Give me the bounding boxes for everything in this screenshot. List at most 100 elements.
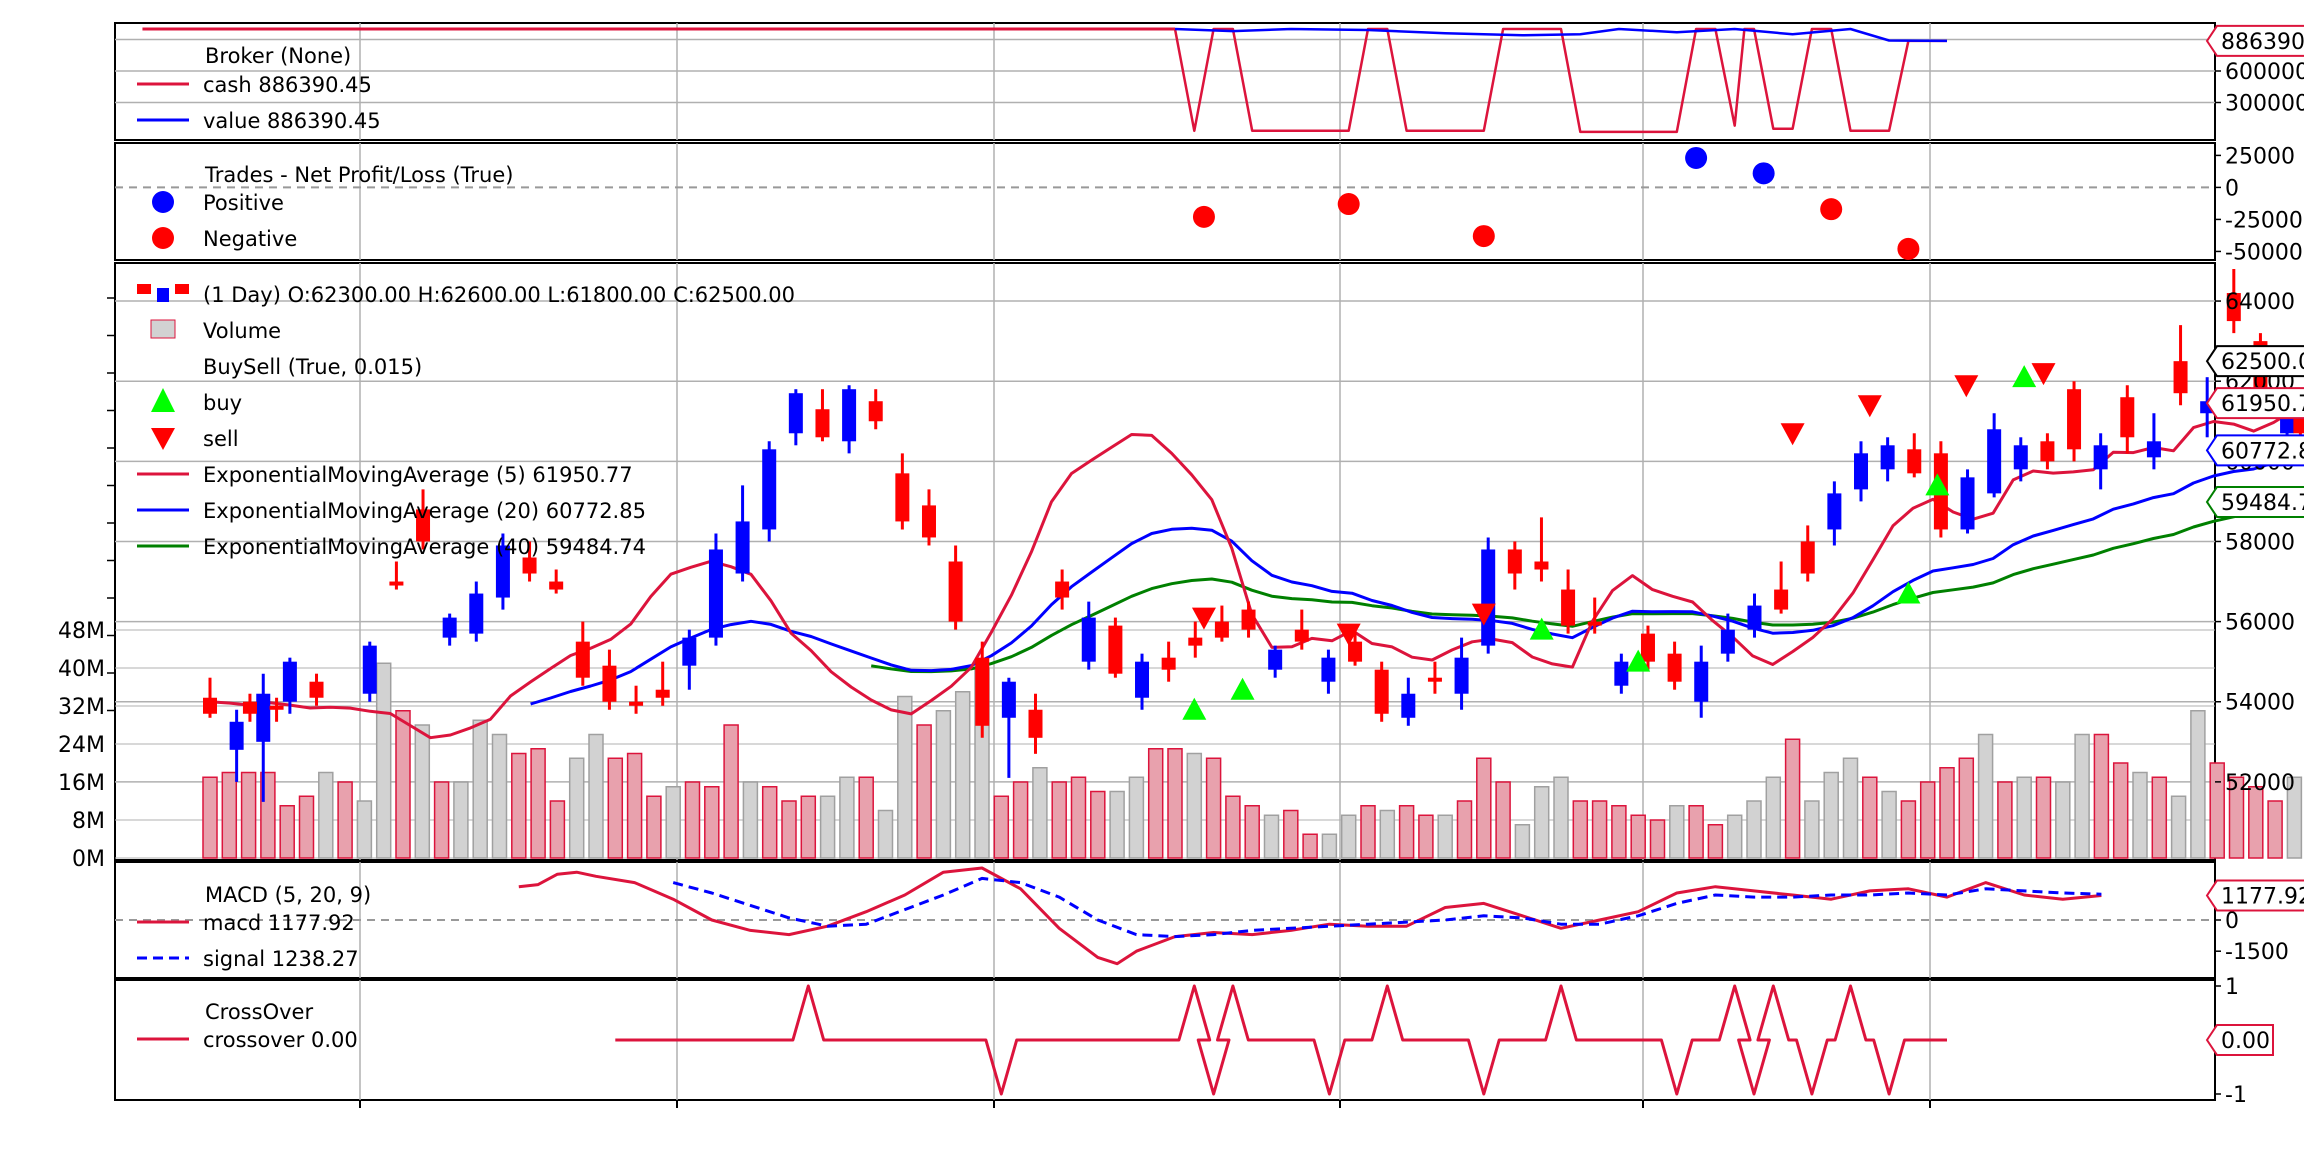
candle-red (1108, 625, 1123, 674)
volume-bar (1881, 790, 1897, 859)
sell-marker (2031, 363, 2056, 386)
volume-bar (549, 800, 566, 859)
macd-axis-tick-label: 0 (2225, 909, 2239, 934)
candle-red (895, 473, 910, 522)
volume-bar (356, 800, 373, 859)
candle-blue (735, 521, 750, 574)
candle-red (389, 581, 404, 586)
volume-bar (2132, 771, 2148, 859)
volume-bar (1862, 776, 1878, 859)
candle-red (1640, 633, 1655, 662)
candle-red (242, 701, 257, 714)
candle-blue (682, 637, 697, 666)
volume-bar (1032, 767, 1048, 859)
candle-blue (1481, 549, 1496, 646)
volume-bar (2093, 733, 2110, 859)
volume-bar (1167, 748, 1183, 859)
candle-red (1214, 621, 1229, 638)
candle-blue (1268, 649, 1283, 670)
volume-bar (1630, 814, 1646, 859)
volume-bar (723, 724, 739, 859)
volume-bar (240, 771, 257, 859)
candle-red (1241, 609, 1256, 630)
volume-bar (2151, 776, 2168, 859)
candle-blue (1454, 657, 1469, 694)
candle-blue (1747, 605, 1762, 630)
trade-negative-point (1897, 237, 1920, 260)
price-frame (114, 262, 2216, 861)
candle-blue (469, 593, 484, 634)
candle-red (1188, 637, 1203, 646)
macd-legend-macd: macd 1177.92 (203, 911, 355, 935)
candle-blue (1854, 453, 1869, 490)
volume-bar (1823, 771, 1839, 859)
macd-legend-signal: signal 1238.27 (203, 947, 359, 971)
volume-bar (1591, 800, 1608, 859)
volume-bar (1186, 752, 1203, 859)
crossover-panel: -1 1 0.00 (615, 975, 2274, 1108)
volume-bar (1900, 800, 1917, 859)
candle-blue (1135, 661, 1150, 698)
volume-bar (472, 719, 488, 859)
volume-bar (337, 781, 353, 859)
price-legend-ema20: ExponentialMovingAverage (20) 60772.85 (203, 499, 646, 523)
trades-axis-tick-label: -25000 (2225, 208, 2303, 233)
volume-bar (916, 724, 932, 859)
volume-bar (453, 781, 469, 859)
candle-red (1055, 581, 1070, 598)
volume-bar (511, 752, 527, 859)
candle-red (1294, 629, 1309, 642)
volume-bar (2209, 762, 2225, 859)
volume-bar (1070, 776, 1087, 859)
volume-bar (761, 786, 778, 859)
trades-legend-negative: Negative (203, 227, 297, 251)
volume-bar (626, 752, 643, 859)
volume-bar (665, 786, 681, 859)
macd-tag: 1177.92 (2221, 884, 2304, 909)
volume-tick-label: 40M (58, 657, 105, 682)
volume-bar (221, 771, 238, 859)
crossover-axis-tick-label: 1 (2225, 975, 2239, 1000)
buy-marker (1529, 617, 1554, 640)
volume-bar (433, 781, 450, 859)
volume-bar (1649, 819, 1666, 859)
volume-bar (1090, 790, 1106, 859)
candle-blue (282, 661, 297, 702)
volume-bar (1379, 809, 1396, 859)
volume-bar (202, 776, 218, 859)
price-axis-tick-label: 58000 (2225, 530, 2295, 555)
candle-red (921, 505, 936, 538)
trade-positive-point (1685, 146, 1708, 169)
price-axis-tick-label: 54000 (2225, 691, 2295, 716)
broker-cash-line (1173, 27, 1947, 134)
ema5-tag: 61950.77 (2221, 392, 2304, 417)
broker-tag: 886390.45 (2221, 30, 2304, 55)
volume-bar (298, 795, 315, 859)
volume-bar (646, 795, 662, 859)
candle-red (1667, 653, 1682, 682)
volume-bar (800, 795, 817, 859)
legend-candle (157, 288, 169, 302)
volume-bar (993, 795, 1010, 859)
candle-red (269, 705, 284, 710)
trades-legend-title: Trades - Net Profit/Loss (True) (204, 163, 513, 187)
candle-red (2040, 441, 2055, 462)
candle-red (1348, 641, 1363, 662)
candle-red (2226, 293, 2241, 322)
crossover-tag-box (2205, 1024, 2274, 1056)
macd-tag-box (2205, 879, 2304, 912)
candle-red (1534, 561, 1549, 570)
volume-bar (1997, 781, 2013, 859)
trades-axis-tick-label: 25000 (2225, 144, 2295, 169)
price-legend-ema40: ExponentialMovingAverage (40) 59484.74 (203, 535, 646, 559)
crossover-legend-title: CrossOver (205, 1000, 313, 1024)
trades-panel: -50000 -25000 0 25000 (115, 144, 2303, 265)
crossover-axis-tick-label: -1 (2225, 1083, 2247, 1108)
volume-bar (935, 710, 952, 859)
ema20-tag-box (2205, 434, 2304, 467)
price-axis-tick-label: 64000 (2225, 290, 2295, 315)
candle-blue (1987, 429, 2002, 494)
volume-bar (318, 771, 334, 859)
volume-tick-label: 0M (72, 847, 105, 872)
